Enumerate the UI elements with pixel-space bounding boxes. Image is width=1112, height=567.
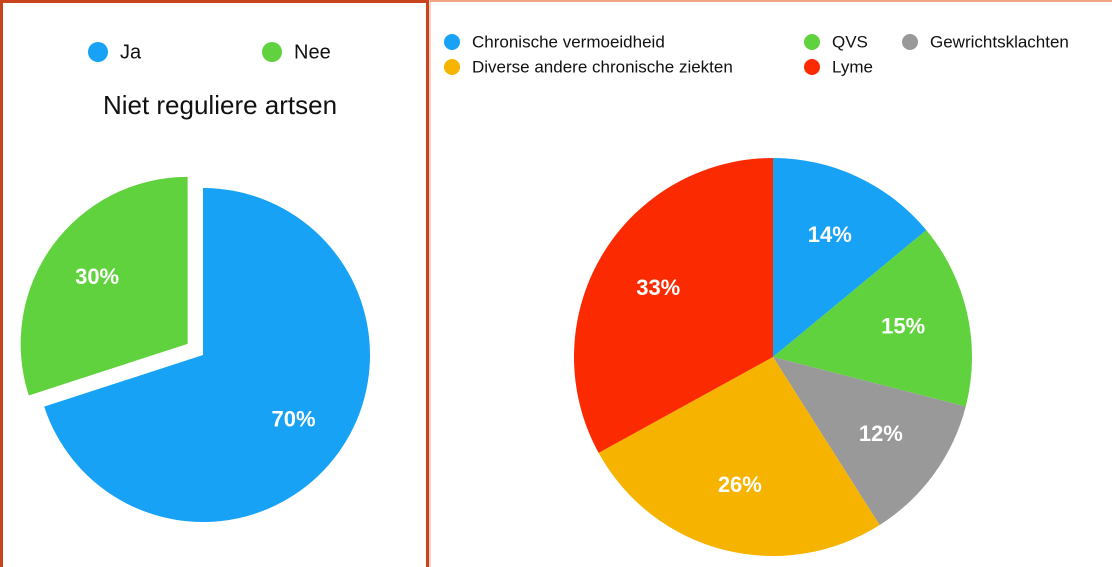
data-label: 30% xyxy=(75,264,119,289)
legend-marker xyxy=(804,34,820,50)
pie-slice xyxy=(773,230,972,407)
left-panel-border xyxy=(0,0,429,567)
legend-marker xyxy=(444,34,460,50)
data-label: 14% xyxy=(808,222,852,247)
legend-label: Chronische vermoeidheid xyxy=(472,32,665,51)
data-label: 33% xyxy=(636,275,680,300)
pie-slice xyxy=(598,357,880,556)
pie-slice xyxy=(20,176,188,396)
data-label: 26% xyxy=(718,472,762,497)
data-label: 70% xyxy=(271,407,315,432)
pie-slice xyxy=(773,158,927,357)
legend-label: Ja xyxy=(120,41,142,63)
data-label: 12% xyxy=(859,421,903,446)
legend-label: Nee xyxy=(294,41,331,63)
legend-marker xyxy=(262,42,282,62)
pie-slice xyxy=(44,188,371,522)
legend-label: QVS xyxy=(832,32,868,51)
legend-marker xyxy=(804,59,820,75)
legend-marker xyxy=(902,34,918,50)
chart-title: Niet reguliere artsen xyxy=(103,90,337,120)
legend-label: Lyme xyxy=(832,57,873,76)
legend-label: Diverse andere chronische ziekten xyxy=(472,57,733,76)
legend-marker xyxy=(444,59,460,75)
legend-marker xyxy=(88,42,108,62)
data-label: 15% xyxy=(881,314,925,339)
legend-label: Gewrichtsklachten xyxy=(930,32,1069,51)
pie-slice xyxy=(773,357,966,526)
pie-slice xyxy=(574,158,773,453)
